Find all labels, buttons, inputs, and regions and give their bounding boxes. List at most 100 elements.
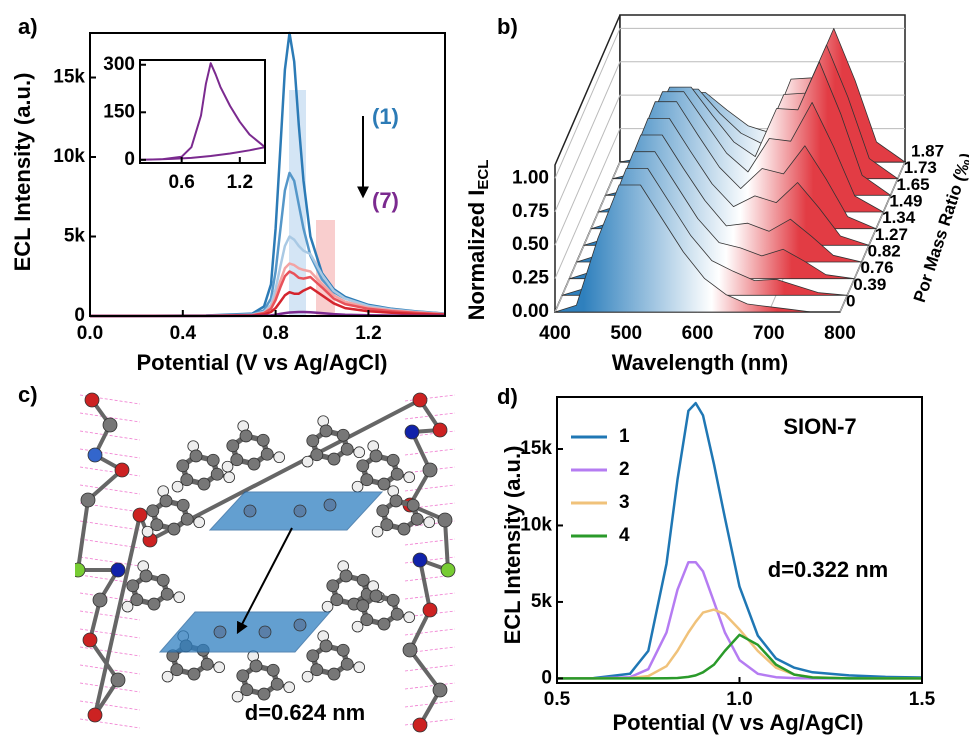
atom bbox=[240, 430, 252, 442]
y-tick-label: 0.50 bbox=[512, 234, 549, 255]
atom bbox=[357, 574, 369, 586]
atom bbox=[133, 508, 147, 522]
atom bbox=[71, 563, 85, 577]
atom bbox=[361, 614, 373, 626]
atom bbox=[177, 460, 189, 472]
atom bbox=[198, 478, 210, 490]
atom bbox=[257, 434, 269, 446]
y-tick-label: 150 bbox=[103, 101, 135, 122]
atom bbox=[337, 644, 349, 656]
atom bbox=[259, 626, 271, 638]
atom bbox=[231, 454, 243, 466]
x-tick-label: 1.5 bbox=[909, 689, 936, 710]
figure: 0.00.40.81.205k10k15k0.61.201503000.000.… bbox=[0, 0, 969, 736]
atom bbox=[320, 640, 332, 652]
atom bbox=[311, 449, 323, 461]
x-tick-label: 0.6 bbox=[168, 172, 194, 193]
atom bbox=[424, 517, 435, 528]
atom bbox=[244, 505, 256, 517]
y-tick-label: 0 bbox=[74, 305, 85, 326]
x-tick-label: 1.2 bbox=[355, 323, 381, 344]
atom bbox=[271, 678, 283, 690]
x-tick-label: 1.2 bbox=[227, 172, 253, 193]
atom bbox=[161, 588, 173, 600]
atom bbox=[267, 664, 279, 676]
y-tick-label: 10k bbox=[53, 146, 85, 167]
x-tick-label: 0.0 bbox=[77, 323, 103, 344]
molecule-structure bbox=[71, 385, 460, 736]
y-tick-label: 10k bbox=[520, 514, 552, 535]
atom bbox=[357, 600, 369, 612]
atom bbox=[177, 499, 189, 511]
z-tick-label: 0 bbox=[846, 291, 855, 310]
atom bbox=[93, 593, 107, 607]
x-axis-label: Wavelength (nm) bbox=[612, 350, 788, 375]
atom bbox=[411, 513, 423, 525]
annotation: SION-7 bbox=[783, 414, 856, 439]
atom bbox=[413, 393, 427, 407]
atom bbox=[261, 448, 273, 460]
atom bbox=[307, 435, 319, 447]
atom bbox=[378, 618, 390, 630]
atom bbox=[258, 688, 270, 700]
atom bbox=[391, 608, 403, 620]
atom bbox=[294, 619, 306, 631]
atom bbox=[111, 563, 125, 577]
legend-label: 2 bbox=[619, 459, 630, 480]
atom bbox=[157, 574, 169, 586]
atom bbox=[370, 590, 382, 602]
atom bbox=[381, 519, 393, 531]
y-axis-label-main: Normalized I bbox=[464, 190, 489, 321]
atom bbox=[407, 499, 419, 511]
atom bbox=[214, 662, 225, 673]
atom bbox=[357, 460, 369, 472]
atom bbox=[438, 513, 452, 527]
atom bbox=[190, 450, 202, 462]
atom bbox=[328, 668, 340, 680]
y-tick-label: 1.00 bbox=[512, 167, 549, 188]
atom bbox=[207, 454, 219, 466]
atom bbox=[115, 463, 129, 477]
atom bbox=[131, 594, 143, 606]
y-tick-label: 15k bbox=[520, 438, 552, 459]
x-tick-label: 600 bbox=[682, 323, 714, 344]
y-tick-label: 5k bbox=[64, 226, 86, 247]
atom bbox=[433, 683, 447, 697]
atom bbox=[337, 429, 349, 441]
atom bbox=[241, 684, 253, 696]
atom bbox=[433, 423, 447, 437]
atom bbox=[404, 612, 415, 623]
legend-label: 1 bbox=[619, 426, 630, 447]
atom bbox=[171, 664, 183, 676]
atom bbox=[248, 458, 260, 470]
atom bbox=[340, 570, 352, 582]
atom bbox=[188, 668, 200, 680]
atom bbox=[387, 594, 399, 606]
y-axis-label: ECL Intensity (a.u.) bbox=[500, 446, 525, 645]
x-tick-label: 1.0 bbox=[726, 689, 752, 710]
atom bbox=[284, 682, 295, 693]
atom bbox=[224, 472, 235, 483]
atom bbox=[140, 570, 152, 582]
atom bbox=[391, 468, 403, 480]
atom bbox=[211, 468, 223, 480]
atom bbox=[387, 454, 399, 466]
y-tick-label: 0 bbox=[541, 667, 552, 688]
atom bbox=[324, 499, 336, 511]
atom bbox=[307, 650, 319, 662]
x-axis-label: Potential (V vs Ag/AgCl) bbox=[137, 350, 388, 375]
x-tick-label: 0.5 bbox=[544, 689, 571, 710]
panel-label: d) bbox=[497, 384, 518, 409]
atom bbox=[404, 472, 415, 483]
atom bbox=[88, 708, 102, 722]
panel-label: c) bbox=[18, 382, 38, 407]
atom bbox=[250, 660, 262, 672]
atom bbox=[398, 523, 410, 535]
atom bbox=[88, 448, 102, 462]
atom bbox=[413, 718, 427, 732]
x-tick-label: 400 bbox=[539, 323, 571, 344]
atom bbox=[111, 673, 125, 687]
atom bbox=[354, 447, 365, 458]
y-tick-label: 0.00 bbox=[512, 301, 549, 322]
atom bbox=[174, 592, 185, 603]
